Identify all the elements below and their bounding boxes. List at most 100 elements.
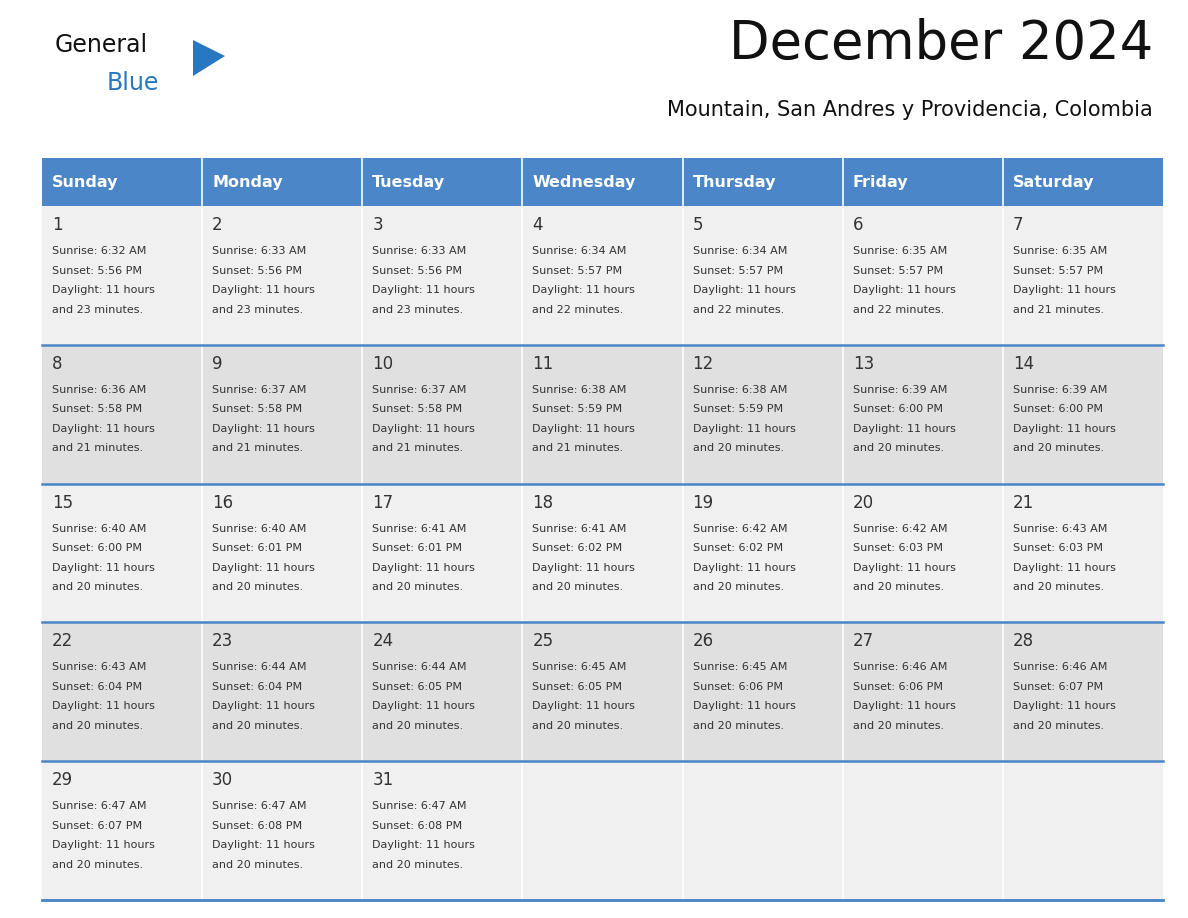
Bar (362, 761, 523, 900)
Bar (842, 484, 1003, 622)
Text: Sunset: 5:58 PM: Sunset: 5:58 PM (52, 404, 143, 414)
Text: Sunrise: 6:42 AM: Sunrise: 6:42 AM (693, 523, 788, 533)
Text: Sunrise: 6:37 AM: Sunrise: 6:37 AM (213, 385, 307, 395)
Text: and 20 minutes.: and 20 minutes. (213, 721, 303, 731)
Text: Daylight: 11 hours: Daylight: 11 hours (532, 701, 636, 711)
Text: 14: 14 (1013, 354, 1034, 373)
Text: Sunrise: 6:39 AM: Sunrise: 6:39 AM (1013, 385, 1107, 395)
Text: Daylight: 11 hours: Daylight: 11 hours (532, 424, 636, 434)
Text: Sunset: 5:57 PM: Sunset: 5:57 PM (853, 265, 943, 275)
Text: 22: 22 (52, 633, 74, 650)
Text: and 20 minutes.: and 20 minutes. (372, 859, 463, 869)
Text: Sunset: 6:08 PM: Sunset: 6:08 PM (213, 821, 302, 831)
Text: and 20 minutes.: and 20 minutes. (532, 582, 624, 592)
Bar (523, 345, 683, 484)
Bar (362, 622, 523, 761)
Text: and 22 minutes.: and 22 minutes. (693, 305, 784, 315)
Text: 24: 24 (372, 633, 393, 650)
Text: 2: 2 (213, 216, 223, 234)
Bar (202, 345, 362, 484)
Text: Saturday: Saturday (1013, 174, 1094, 189)
Bar (523, 761, 683, 900)
Text: Daylight: 11 hours: Daylight: 11 hours (372, 701, 475, 711)
Text: Sunrise: 6:45 AM: Sunrise: 6:45 AM (532, 663, 627, 672)
Bar (1003, 761, 1163, 900)
Text: Sunset: 6:00 PM: Sunset: 6:00 PM (52, 543, 143, 554)
Text: and 21 minutes.: and 21 minutes. (1013, 305, 1104, 315)
Text: and 20 minutes.: and 20 minutes. (372, 582, 463, 592)
Text: 20: 20 (853, 494, 874, 511)
Text: 31: 31 (372, 771, 393, 789)
Text: Tuesday: Tuesday (372, 174, 446, 189)
Bar (42, 206, 202, 345)
Bar (362, 484, 523, 622)
Text: 26: 26 (693, 633, 714, 650)
Text: Sunrise: 6:43 AM: Sunrise: 6:43 AM (1013, 523, 1107, 533)
Text: Daylight: 11 hours: Daylight: 11 hours (213, 701, 315, 711)
Text: Daylight: 11 hours: Daylight: 11 hours (693, 424, 796, 434)
Text: Sunrise: 6:46 AM: Sunrise: 6:46 AM (1013, 663, 1107, 672)
Text: Sunrise: 6:34 AM: Sunrise: 6:34 AM (532, 246, 627, 256)
Text: December 2024: December 2024 (728, 18, 1154, 70)
Text: Sunset: 6:04 PM: Sunset: 6:04 PM (52, 682, 143, 692)
Bar (42, 345, 202, 484)
Bar (42, 158, 202, 206)
Bar (202, 484, 362, 622)
Text: Daylight: 11 hours: Daylight: 11 hours (213, 840, 315, 850)
Text: Daylight: 11 hours: Daylight: 11 hours (532, 285, 636, 295)
Text: Daylight: 11 hours: Daylight: 11 hours (1013, 285, 1116, 295)
Text: Daylight: 11 hours: Daylight: 11 hours (1013, 424, 1116, 434)
Text: Friday: Friday (853, 174, 909, 189)
Text: Daylight: 11 hours: Daylight: 11 hours (213, 285, 315, 295)
Text: Sunrise: 6:38 AM: Sunrise: 6:38 AM (693, 385, 786, 395)
Text: Daylight: 11 hours: Daylight: 11 hours (52, 285, 154, 295)
Text: 27: 27 (853, 633, 874, 650)
Text: 23: 23 (213, 633, 233, 650)
Bar (1003, 206, 1163, 345)
Bar (42, 622, 202, 761)
Bar (42, 484, 202, 622)
Text: Sunrise: 6:33 AM: Sunrise: 6:33 AM (213, 246, 307, 256)
Text: Sunrise: 6:47 AM: Sunrise: 6:47 AM (372, 801, 467, 812)
Bar (842, 158, 1003, 206)
Text: Sunrise: 6:43 AM: Sunrise: 6:43 AM (52, 663, 146, 672)
Text: Daylight: 11 hours: Daylight: 11 hours (372, 424, 475, 434)
Text: Sunrise: 6:47 AM: Sunrise: 6:47 AM (52, 801, 146, 812)
Text: Sunset: 5:56 PM: Sunset: 5:56 PM (372, 265, 462, 275)
Text: General: General (55, 33, 148, 57)
Text: and 20 minutes.: and 20 minutes. (853, 721, 943, 731)
Text: Sunrise: 6:39 AM: Sunrise: 6:39 AM (853, 385, 947, 395)
Text: Sunset: 6:05 PM: Sunset: 6:05 PM (372, 682, 462, 692)
Text: 19: 19 (693, 494, 714, 511)
Text: Daylight: 11 hours: Daylight: 11 hours (693, 563, 796, 573)
Bar (362, 345, 523, 484)
Bar (523, 206, 683, 345)
Text: Sunrise: 6:41 AM: Sunrise: 6:41 AM (372, 523, 467, 533)
Bar (202, 158, 362, 206)
Text: 29: 29 (52, 771, 74, 789)
Text: and 20 minutes.: and 20 minutes. (693, 582, 784, 592)
Text: Daylight: 11 hours: Daylight: 11 hours (693, 285, 796, 295)
Bar (842, 622, 1003, 761)
Text: Sunrise: 6:37 AM: Sunrise: 6:37 AM (372, 385, 467, 395)
Text: 18: 18 (532, 494, 554, 511)
Text: Sunset: 6:00 PM: Sunset: 6:00 PM (1013, 404, 1102, 414)
Text: Sunset: 5:57 PM: Sunset: 5:57 PM (693, 265, 783, 275)
Text: Daylight: 11 hours: Daylight: 11 hours (1013, 701, 1116, 711)
Bar (202, 622, 362, 761)
Text: and 20 minutes.: and 20 minutes. (693, 443, 784, 453)
Text: Sunset: 5:56 PM: Sunset: 5:56 PM (213, 265, 302, 275)
Text: Sunset: 6:04 PM: Sunset: 6:04 PM (213, 682, 302, 692)
Text: Sunset: 5:57 PM: Sunset: 5:57 PM (532, 265, 623, 275)
Bar (362, 158, 523, 206)
Text: 13: 13 (853, 354, 874, 373)
Text: and 23 minutes.: and 23 minutes. (372, 305, 463, 315)
Text: Sunrise: 6:44 AM: Sunrise: 6:44 AM (213, 663, 307, 672)
Bar (523, 158, 683, 206)
Text: Daylight: 11 hours: Daylight: 11 hours (52, 424, 154, 434)
Text: 8: 8 (52, 354, 63, 373)
Text: Sunset: 6:06 PM: Sunset: 6:06 PM (853, 682, 943, 692)
Text: Daylight: 11 hours: Daylight: 11 hours (693, 701, 796, 711)
Text: Sunday: Sunday (52, 174, 119, 189)
Text: 10: 10 (372, 354, 393, 373)
